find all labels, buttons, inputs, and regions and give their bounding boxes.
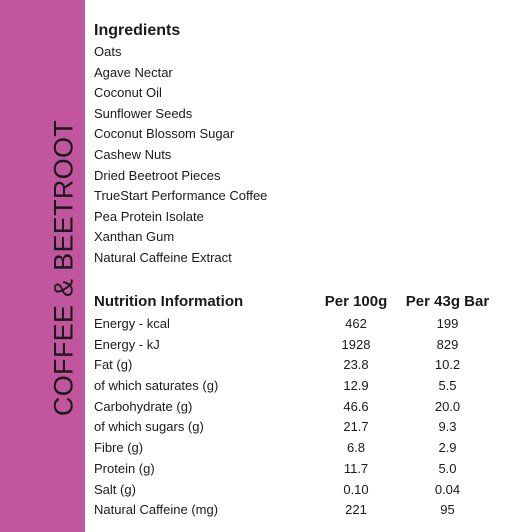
value-per-bar: 5.0 — [438, 460, 457, 476]
nutrition-row: Energy - kJ 1928 829 — [94, 335, 504, 356]
nutrition-table: Nutrition Information Per 100g Per 43g B… — [94, 290, 504, 521]
nutrient-label: Natural Caffeine (mg) — [94, 502, 219, 518]
value-per-bar: 9.3 — [438, 419, 457, 435]
nutrient-label: Energy - kcal — [94, 316, 170, 331]
ingredient-item: Dried Beetroot Pieces — [94, 167, 221, 183]
column-header-per-bar: Per 43g Bar — [405, 293, 490, 310]
ingredient-item: Natural Caffeine Extract — [94, 249, 232, 265]
ingredient-item: Coconut Oil — [94, 85, 162, 101]
value-per-100g: 0.10 — [343, 481, 369, 497]
nutrition-row: Protein (g) 11.7 5.0 — [94, 459, 504, 480]
value-per-100g: 12.9 — [343, 378, 369, 394]
value-per-bar: 20.0 — [434, 398, 461, 414]
value-per-100g: 1928 — [341, 336, 371, 352]
value-per-100g: 11.7 — [343, 460, 369, 476]
ingredient-item: Sunflower Seeds — [94, 105, 193, 121]
ingredients-section: Ingredients Oats Agave Nectar Coconut Oi… — [94, 20, 514, 269]
value-per-bar: 95 — [440, 502, 455, 518]
nutrient-label: Salt (g) — [94, 481, 136, 497]
value-per-100g: 21.7 — [343, 419, 369, 435]
value-per-bar: 0.04 — [434, 481, 461, 497]
nutrition-row: of which saturates (g) 12.9 5.5 — [94, 376, 504, 397]
nutrient-label: of which sugars (g) — [94, 419, 204, 435]
value-per-bar: 2.9 — [438, 440, 457, 456]
nutrient-label: Protein (g) — [94, 460, 155, 476]
nutrition-row: Salt (g) 0.10 0.04 — [94, 480, 504, 501]
value-per-100g: 46.6 — [343, 398, 369, 414]
product-flavour-title: COFFEE & BEETROOT — [48, 119, 79, 417]
ingredient-item: Pea Protein Isolate — [94, 208, 204, 224]
nutrition-row: Natural Caffeine (mg) 221 95 — [94, 500, 504, 521]
ingredient-item: Coconut Blossom Sugar — [94, 126, 235, 142]
nutrition-header-row: Nutrition Information Per 100g Per 43g B… — [94, 290, 504, 314]
ingredients-list: Oats Agave Nectar Coconut Oil Sunflower … — [94, 42, 514, 269]
nutrient-label: Fat (g) — [94, 357, 133, 373]
ingredient-item: Cashew Nuts — [94, 146, 172, 162]
side-color-band — [0, 0, 85, 532]
value-per-100g: 6.8 — [346, 440, 366, 456]
value-per-100g: 23.8 — [343, 357, 369, 373]
value-per-100g: 221 — [345, 502, 367, 518]
nutrient-label: Carbohydrate (g) — [94, 398, 193, 414]
value-per-bar: 10.2 — [434, 357, 461, 373]
value-per-100g: 462 — [345, 316, 367, 331]
nutrition-row: Energy - kcal 462 199 — [94, 314, 504, 335]
ingredient-item: TrueStart Performance Coffee — [94, 188, 268, 204]
nutrient-label: of which saturates (g) — [94, 378, 219, 394]
nutrient-label: Fibre (g) — [94, 440, 144, 456]
nutrition-row: of which sugars (g) 21.7 9.3 — [94, 417, 504, 438]
nutrition-heading: Nutrition Information — [94, 293, 244, 310]
value-per-bar: 5.5 — [438, 378, 457, 394]
nutrition-row: Carbohydrate (g) 46.6 20.0 — [94, 397, 504, 418]
ingredient-item: Oats — [94, 44, 122, 59]
ingredients-heading: Ingredients — [94, 22, 181, 39]
nutrient-label: Energy - kJ — [94, 336, 160, 352]
nutrition-row: Fat (g) 23.8 10.2 — [94, 355, 504, 376]
ingredient-item: Xanthan Gum — [94, 229, 175, 245]
nutrition-row: Fibre (g) 6.8 2.9 — [94, 438, 504, 459]
value-per-bar: 199 — [436, 316, 459, 331]
ingredient-item: Agave Nectar — [94, 64, 173, 80]
value-per-bar: 829 — [436, 336, 459, 352]
column-header-per-100g: Per 100g — [324, 293, 388, 310]
